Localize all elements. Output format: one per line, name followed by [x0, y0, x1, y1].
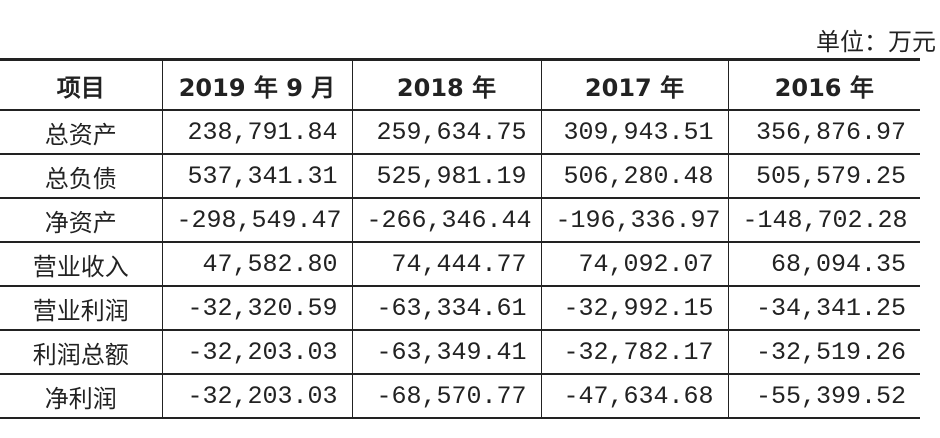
- value-cell: -298,549.47: [161, 197, 353, 243]
- value-cell: -32,203.03: [161, 373, 353, 419]
- value-cell: -32,519.26: [727, 329, 920, 375]
- value-cell: -55,399.52: [727, 373, 920, 419]
- table-row: 营业利润 -32,320.59 -63,334.61 -32,992.15 -34,34…: [0, 285, 920, 331]
- table-row: 营业收入 47,582.80 74,444.77 74,092.07 68,094.35: [0, 241, 920, 287]
- value-cell: -63,334.61: [351, 285, 542, 331]
- unit-label: 单位：万元: [816, 28, 936, 56]
- header-item: 项目: [0, 58, 163, 111]
- value-cell: -68,570.77: [351, 373, 542, 419]
- row-label: 总资产: [0, 109, 163, 155]
- table-row: 总资产 238,791.84 259,634.75 309,943.51 356,876…: [0, 109, 920, 155]
- row-label: 营业收入: [0, 241, 163, 287]
- header-2018: 2018 年: [351, 58, 542, 111]
- value-cell: 505,579.25: [727, 153, 920, 199]
- value-cell: 68,094.35: [727, 241, 920, 287]
- value-cell: -32,320.59: [161, 285, 353, 331]
- table-row: 利润总额 -32,203.03 -63,349.41 -32,782.17 -32,51…: [0, 329, 920, 375]
- value-cell: 537,341.31: [161, 153, 353, 199]
- value-cell: -196,336.97: [540, 197, 729, 243]
- row-label: 净资产: [0, 197, 163, 243]
- value-cell: -32,782.17: [540, 329, 729, 375]
- row-label: 总负债: [0, 153, 163, 199]
- table-row: 总负债 537,341.31 525,981.19 506,280.48 505,579…: [0, 153, 920, 199]
- value-cell: -32,203.03: [161, 329, 353, 375]
- value-cell: 356,876.97: [727, 109, 920, 155]
- table-row: 净资产 -298,549.47 -266,346.44 -196,336.97 -148…: [0, 197, 920, 243]
- table-row: 净利润 -32,203.03 -68,570.77 -47,634.68 -55,399…: [0, 373, 920, 419]
- value-cell: 47,582.80: [161, 241, 353, 287]
- value-cell: 506,280.48: [540, 153, 729, 199]
- row-label: 利润总额: [0, 329, 163, 375]
- value-cell: 525,981.19: [351, 153, 542, 199]
- value-cell: 74,092.07: [540, 241, 729, 287]
- value-cell: -32,992.15: [540, 285, 729, 331]
- value-cell: 74,444.77: [351, 241, 542, 287]
- value-cell: -47,634.68: [540, 373, 729, 419]
- value-cell: -266,346.44: [351, 197, 542, 243]
- value-cell: 238,791.84: [161, 109, 353, 155]
- header-row: 项目 2019 年 9 月 2018 年 2017 年 2016 年: [0, 58, 920, 111]
- value-cell: -63,349.41: [351, 329, 542, 375]
- header-2019-sep: 2019 年 9 月: [161, 58, 353, 111]
- value-cell: 309,943.51: [540, 109, 729, 155]
- financial-table: 项目 2019 年 9 月 2018 年 2017 年 2016 年 总资产 23…: [0, 58, 920, 419]
- row-label: 净利润: [0, 373, 163, 419]
- value-cell: -148,702.28: [727, 197, 920, 243]
- header-2017: 2017 年: [540, 58, 729, 111]
- value-cell: -34,341.25: [727, 285, 920, 331]
- header-2016: 2016 年: [727, 58, 920, 111]
- value-cell: 259,634.75: [351, 109, 542, 155]
- row-label: 营业利润: [0, 285, 163, 331]
